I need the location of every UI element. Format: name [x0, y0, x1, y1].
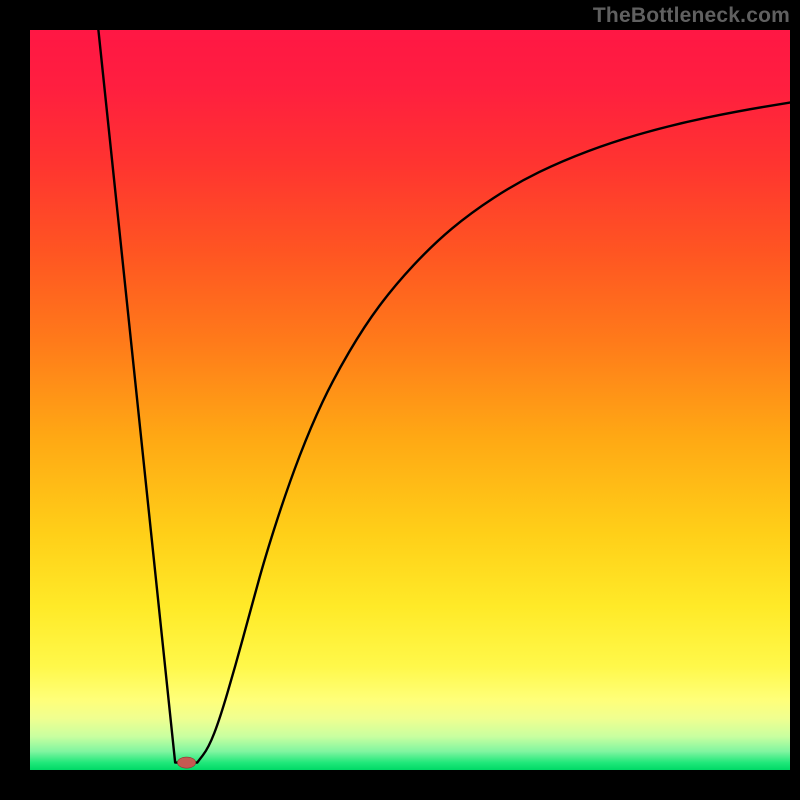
chart-svg: [30, 30, 790, 770]
plot-area: [30, 30, 790, 770]
chart-frame: TheBottleneck.com: [0, 0, 800, 800]
gradient-background: [30, 30, 790, 770]
optimal-point-marker: [177, 757, 195, 768]
watermark-text: TheBottleneck.com: [593, 4, 790, 28]
